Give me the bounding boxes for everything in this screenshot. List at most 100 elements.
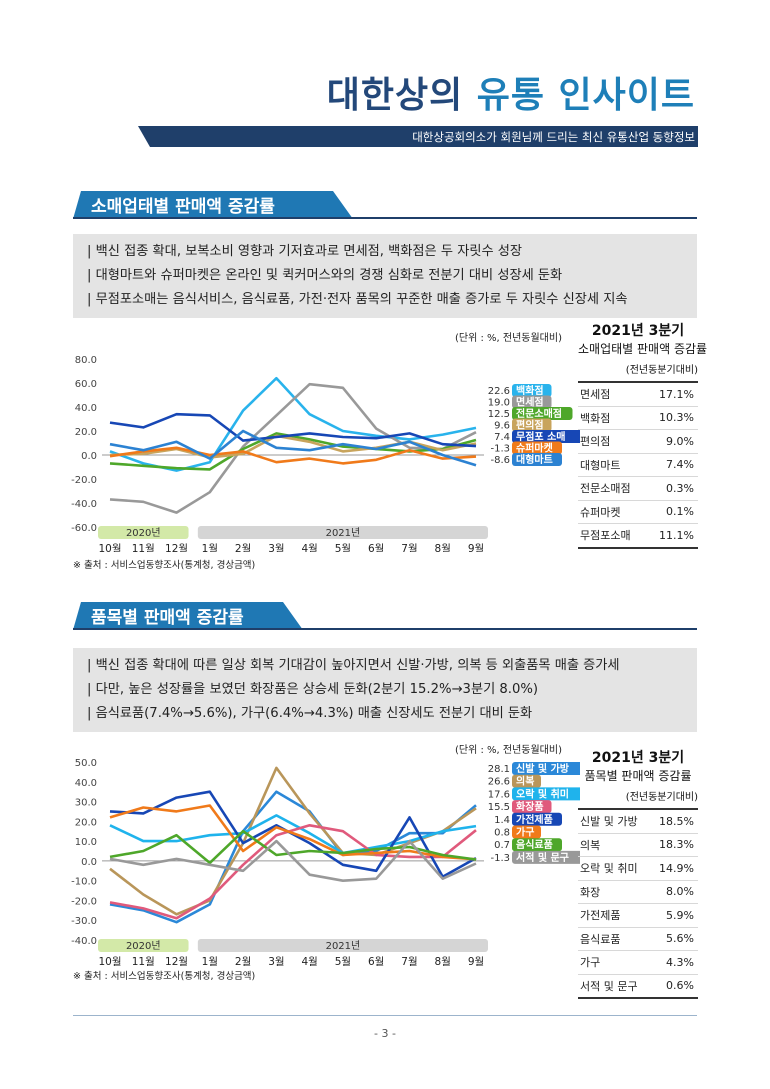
- series-name: 신발 및 가방: [516, 762, 570, 775]
- series-end-value: 15.5: [488, 802, 510, 813]
- x-tick-label: 11월: [132, 956, 155, 966]
- series-end-value: -1.3: [490, 444, 510, 455]
- table-row: 편의점 9.0%: [578, 429, 698, 454]
- row-label: 화장: [578, 880, 651, 904]
- row-value: 11.1%: [646, 523, 698, 549]
- row-label: 편의점: [578, 429, 647, 454]
- series-line: [109, 790, 477, 924]
- row-label: 서적 및 문구: [578, 974, 651, 999]
- table-row: 면세점 17.1%: [578, 381, 698, 407]
- table-row: 대형마트 7.4%: [578, 453, 698, 477]
- section2-heading-shape: [73, 602, 697, 630]
- y-tick-label: -10.0: [71, 877, 97, 888]
- year-band-label: 2021년: [326, 527, 361, 539]
- table-row: 오락 및 취미 14.9%: [578, 856, 698, 881]
- section1-summary: | 백신 접종 확대, 보복소비 영향과 기저효과로 면세점, 백화점은 두 자…: [73, 234, 697, 318]
- series-name: 대형마트: [516, 453, 553, 466]
- table1-subtitle: 소매업태별 판매액 증감률: [578, 342, 708, 356]
- year-band: [197, 526, 488, 539]
- series-name: 면세점: [516, 396, 544, 409]
- section2-summary: | 백신 접종 확대에 따른 일상 회복 기대감이 높아지면서 신발·가방, 의…: [73, 648, 697, 732]
- series-end-value: 19.0: [488, 398, 510, 409]
- row-value: 5.9%: [650, 903, 698, 928]
- x-tick-label: 10월: [98, 543, 121, 552]
- series-line: [109, 804, 477, 861]
- x-tick-label: 4월: [301, 543, 317, 552]
- series-name-badge: [512, 418, 552, 432]
- table-row: 신발 및 가방 18.5%: [578, 808, 698, 834]
- section2-bullet: | 백신 접종 확대에 따른 일상 회복 기대감이 높아지면서 신발·가방, 의…: [87, 658, 620, 673]
- x-tick-label: 4월: [301, 956, 317, 966]
- x-tick-label: 3월: [268, 543, 284, 552]
- x-tick-label: 7월: [401, 543, 417, 552]
- table-row: 백화점 10.3%: [578, 406, 698, 430]
- title-accent: 유통 인사이트: [476, 75, 695, 116]
- y-tick-label: -20.0: [71, 896, 97, 907]
- series-name-badge: [512, 850, 580, 864]
- series-name: 무점포 소매: [516, 430, 565, 443]
- year-band: [98, 526, 189, 539]
- page-subtitle: 대한상공회의소가 회원님께 드리는 최신 유통산업 동향정보: [412, 130, 695, 144]
- series-name-badge: [512, 395, 552, 409]
- y-tick-label: 40.0: [75, 778, 97, 789]
- series-name: 슈퍼마켓: [516, 442, 553, 455]
- chart1-unit: (단위 : %, 전년동월대비): [455, 333, 562, 344]
- page-number: - 3 -: [374, 1027, 396, 1040]
- row-value: 9.0%: [646, 429, 698, 454]
- section1-bullet: | 백신 접종 확대, 보복소비 영향과 기저효과로 면세점, 백화점은 두 자…: [87, 244, 523, 259]
- series-line: [109, 382, 477, 514]
- series-line: [109, 429, 477, 467]
- row-label: 면세점: [578, 381, 647, 407]
- y-tick-label: -40.0: [71, 936, 97, 947]
- series-name: 백화점: [516, 384, 544, 397]
- series-name: 서적 및 문구: [516, 851, 569, 864]
- chart2-line-chart: 50.0 40.0 30.0 20.0 10.0 0.0 -10.0 -20.0 -30.0 -4…: [71, 758, 580, 966]
- series-name-badge: [512, 441, 562, 455]
- table2-unit: (전년동분기대비): [625, 792, 698, 803]
- series-name: 오락 및 취미: [516, 787, 569, 800]
- x-tick-label: 12월: [165, 956, 188, 966]
- x-tick-label: 7월: [401, 956, 417, 966]
- series-name-badge: [512, 407, 573, 420]
- y-tick-label: 0.0: [81, 857, 97, 868]
- y-tick-label: -40.0: [71, 499, 97, 510]
- page-title: 대한상의 유통 인사이트: [327, 66, 695, 118]
- series-name-badge: [512, 453, 562, 466]
- y-tick-label: 20.0: [75, 427, 97, 438]
- series-name: 가전제품: [516, 813, 553, 826]
- series-name-badge: [512, 812, 562, 826]
- table2-title: 2021년 3분기: [591, 750, 685, 766]
- series-end-value: 22.6: [488, 386, 510, 397]
- row-value: 18.5%: [650, 808, 698, 834]
- y-tick-label: 10.0: [75, 837, 97, 848]
- table-row: 음식료품 5.6%: [578, 927, 698, 951]
- section1-heading: 소매업태별 판매액 증감률: [91, 197, 275, 217]
- x-tick-label: 6월: [368, 956, 384, 966]
- table2-header: 2021년 3분기 품목별 판매액 증감률 (전년동분기대비): [578, 747, 699, 803]
- series-name-badge: [512, 787, 580, 801]
- series-line: [109, 766, 477, 916]
- x-tick-label: 1월: [202, 956, 218, 966]
- row-value: 0.1%: [646, 500, 698, 524]
- series-name-badge: [512, 774, 541, 788]
- x-tick-label: 9월: [468, 956, 484, 966]
- series-end-value: 1.4: [494, 815, 510, 826]
- chart1-line-chart: 80.0 60.0 40.0 20.0 0.0 -20.0 -40.0 -60.0 2020년 2…: [71, 355, 580, 552]
- y-tick-label: -60.0: [71, 523, 97, 534]
- x-tick-label: 8월: [435, 956, 451, 966]
- y-tick-label: 50.0: [75, 758, 97, 769]
- series-line: [109, 824, 477, 920]
- series-name: 의복: [516, 775, 534, 788]
- row-label: 가구: [578, 950, 651, 975]
- x-tick-label: 11월: [132, 543, 155, 552]
- year-band-label: 2020년: [126, 940, 161, 952]
- series-end-value: 26.6: [488, 777, 510, 788]
- subtitle-bar: [138, 126, 698, 147]
- year-band: [98, 939, 189, 952]
- x-tick-label: 2월: [235, 956, 251, 966]
- row-value: 14.9%: [650, 856, 698, 881]
- chart2-source: ※ 출처 : 서비스업동향조사(통계청, 경상금액): [73, 971, 256, 982]
- series-line: [109, 814, 477, 855]
- chart2-unit: (단위 : %, 전년동월대비): [455, 745, 562, 756]
- y-tick-label: 0.0: [81, 451, 97, 462]
